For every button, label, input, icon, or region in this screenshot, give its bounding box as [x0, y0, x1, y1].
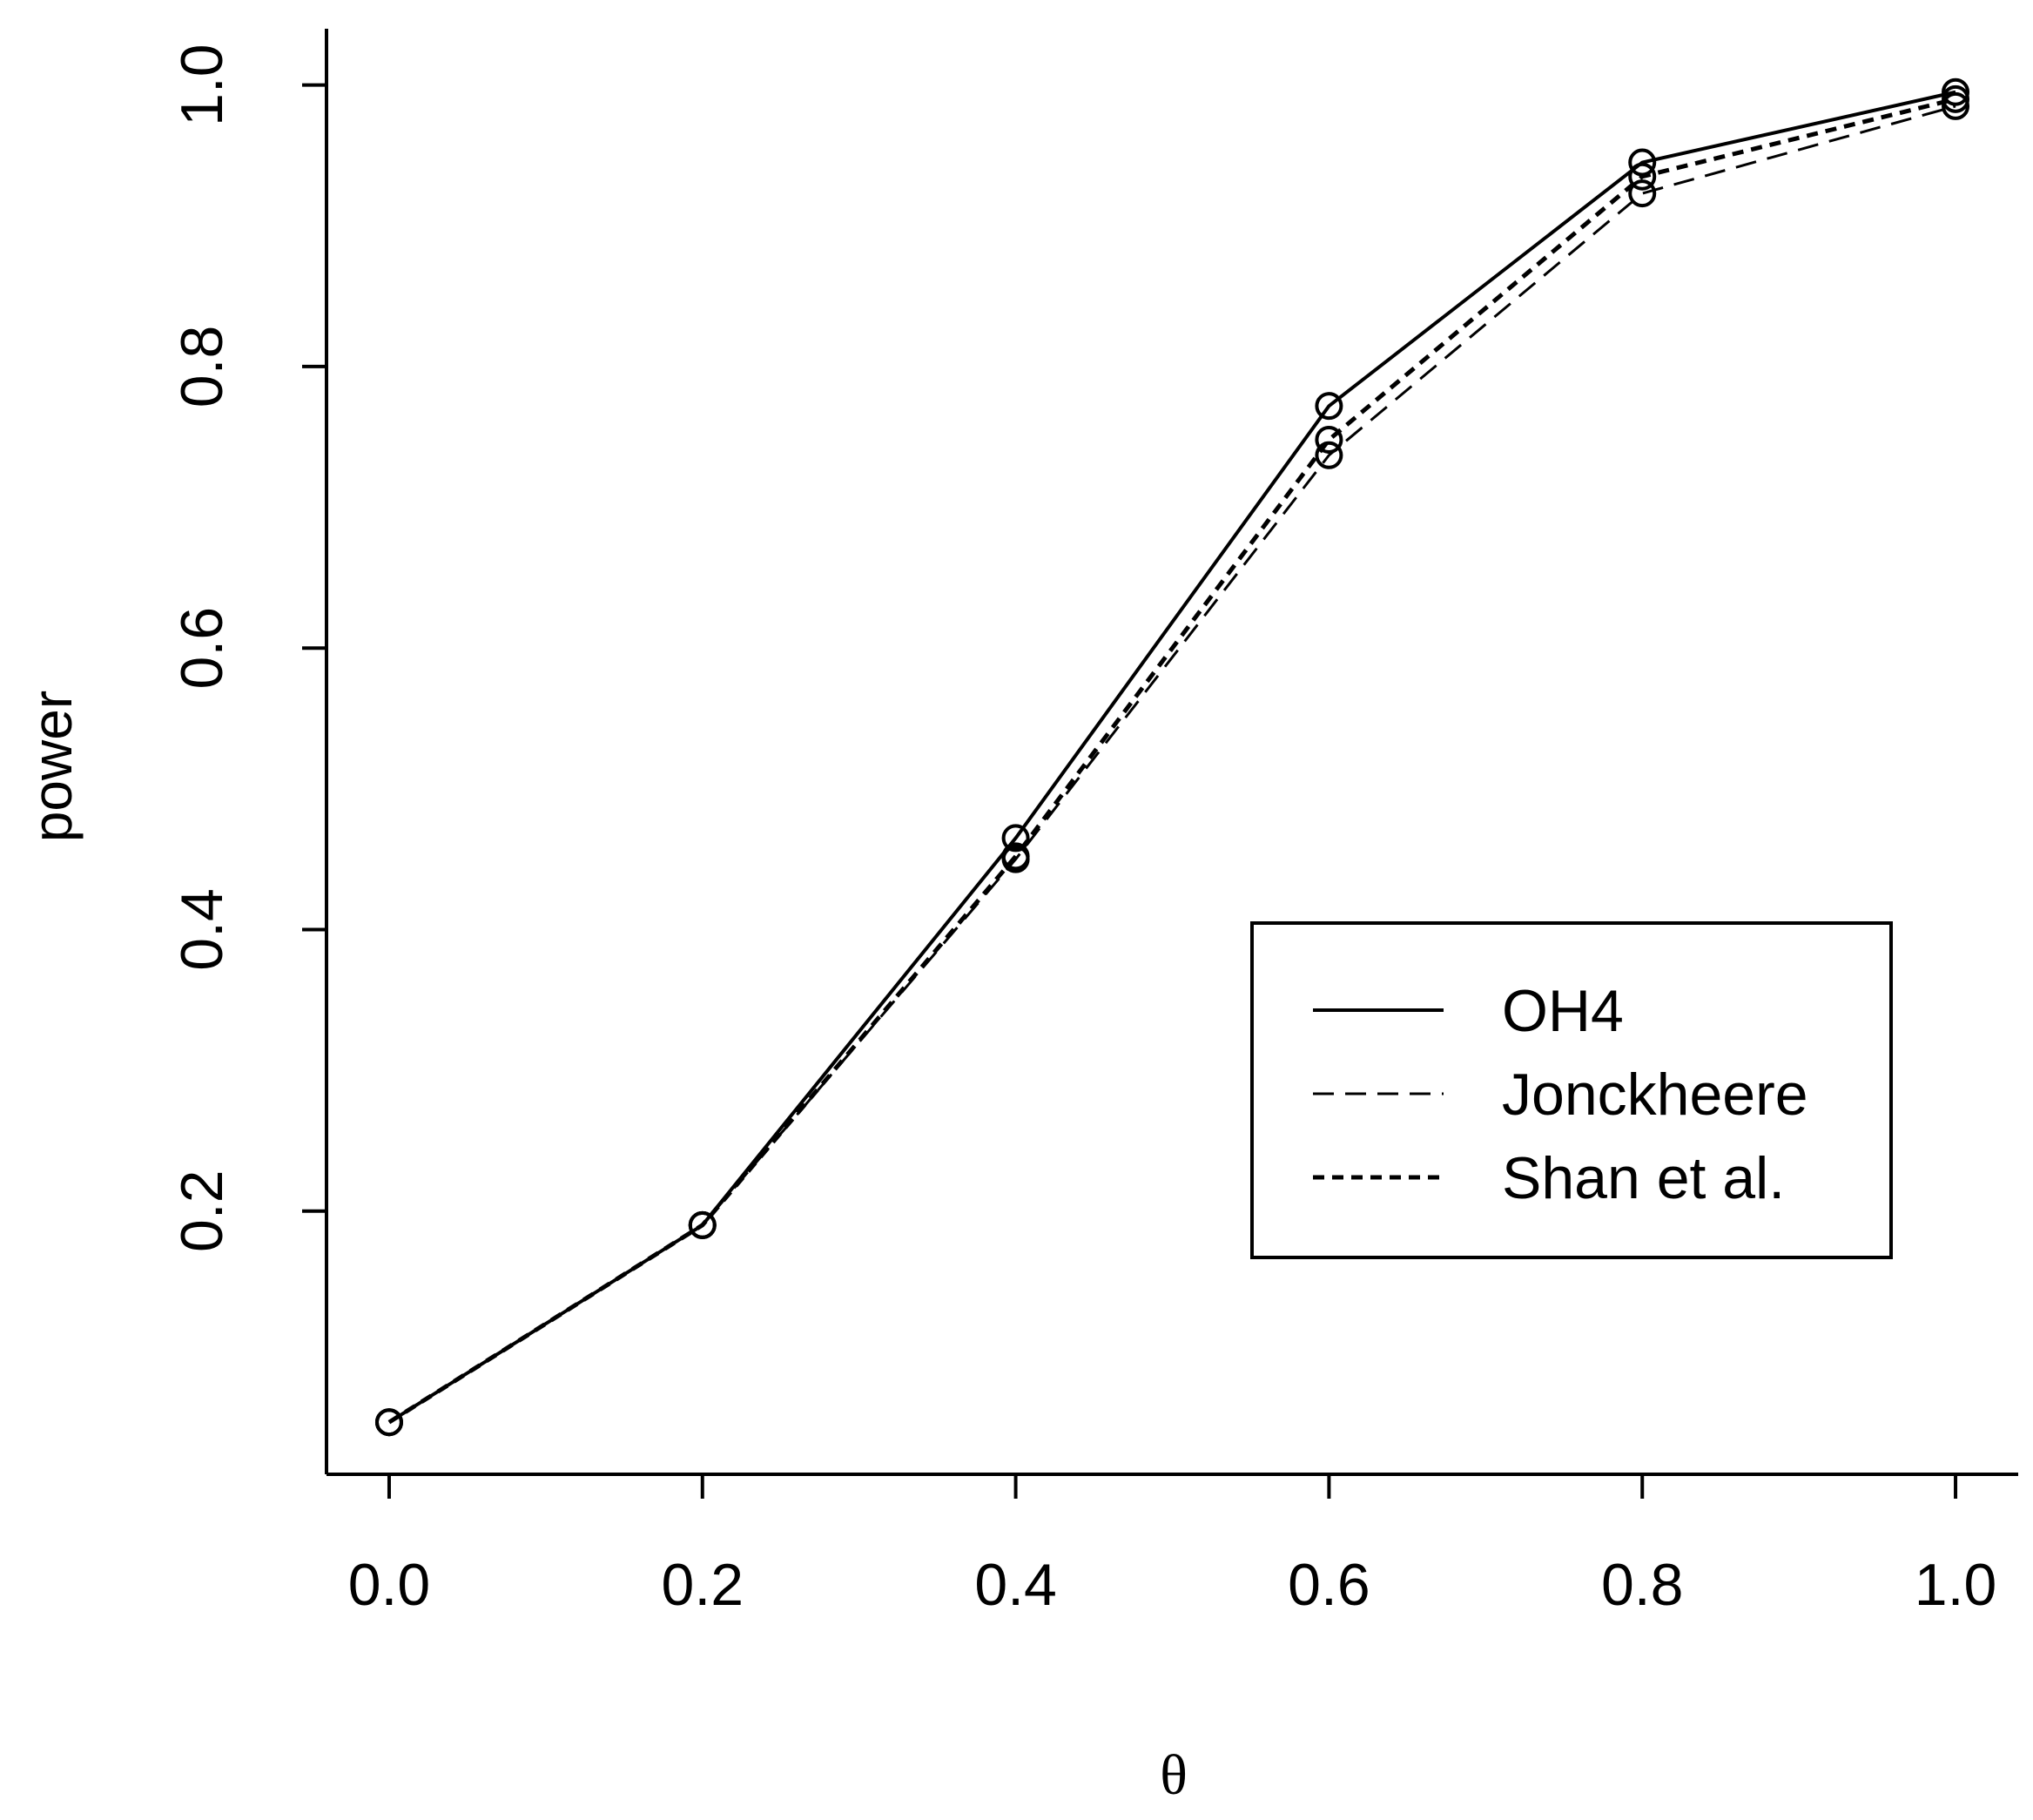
- data-point-marker: [1942, 78, 1970, 106]
- data-point-marker: [1315, 392, 1343, 421]
- data-point-marker: [1942, 91, 1970, 120]
- legend-label: OH4: [1502, 978, 1624, 1044]
- x-tick-label: 0.2: [662, 1552, 744, 1618]
- y-axis-title: power: [21, 691, 84, 842]
- y-tick-label: 0.6: [169, 607, 235, 690]
- x-tick-label: 0.0: [348, 1552, 431, 1618]
- series-markers: [374, 78, 1970, 1437]
- series-lines: [387, 90, 1956, 1425]
- data-point-marker: [1315, 441, 1343, 469]
- y-ticks: 0.2 0.4 0.6 0.8 1.0: [169, 44, 326, 1252]
- data-point-marker: [1628, 148, 1657, 177]
- data-point-marker: [688, 1210, 717, 1239]
- data-point-marker: [1001, 824, 1030, 853]
- x-tick-label: 0.4: [974, 1552, 1057, 1618]
- data-point-marker: [1942, 84, 1970, 113]
- y-tick-label: 0.4: [169, 888, 235, 971]
- y-tick-label: 0.8: [169, 326, 235, 408]
- data-point-marker: [374, 1408, 403, 1437]
- legend: OH4 Jonckheere Shan et al.: [1250, 921, 1893, 1259]
- data-point-marker: [1628, 162, 1657, 191]
- x-tick-label: 0.6: [1288, 1552, 1370, 1618]
- y-tick-label: 0.2: [169, 1170, 235, 1252]
- x-tick-label: 0.8: [1601, 1552, 1684, 1618]
- x-tick-label: 1.0: [1915, 1552, 1997, 1618]
- data-point-marker: [1315, 425, 1343, 454]
- x-axis-title: θ: [1160, 1743, 1188, 1807]
- legend-label: Jonckheere: [1502, 1062, 1808, 1128]
- y-tick-label: 1.0: [169, 44, 235, 126]
- data-point-marker: [1628, 179, 1657, 208]
- series-line-shan-et-al: [387, 97, 1956, 1425]
- x-ticks: 0.0 0.2 0.4 0.6 0.8 1.0: [348, 1474, 1997, 1618]
- data-point-marker: [1001, 842, 1030, 871]
- legend-label: Shan et al.: [1502, 1145, 1785, 1211]
- axes: [325, 29, 2018, 1476]
- legend-box: [1250, 921, 1893, 1259]
